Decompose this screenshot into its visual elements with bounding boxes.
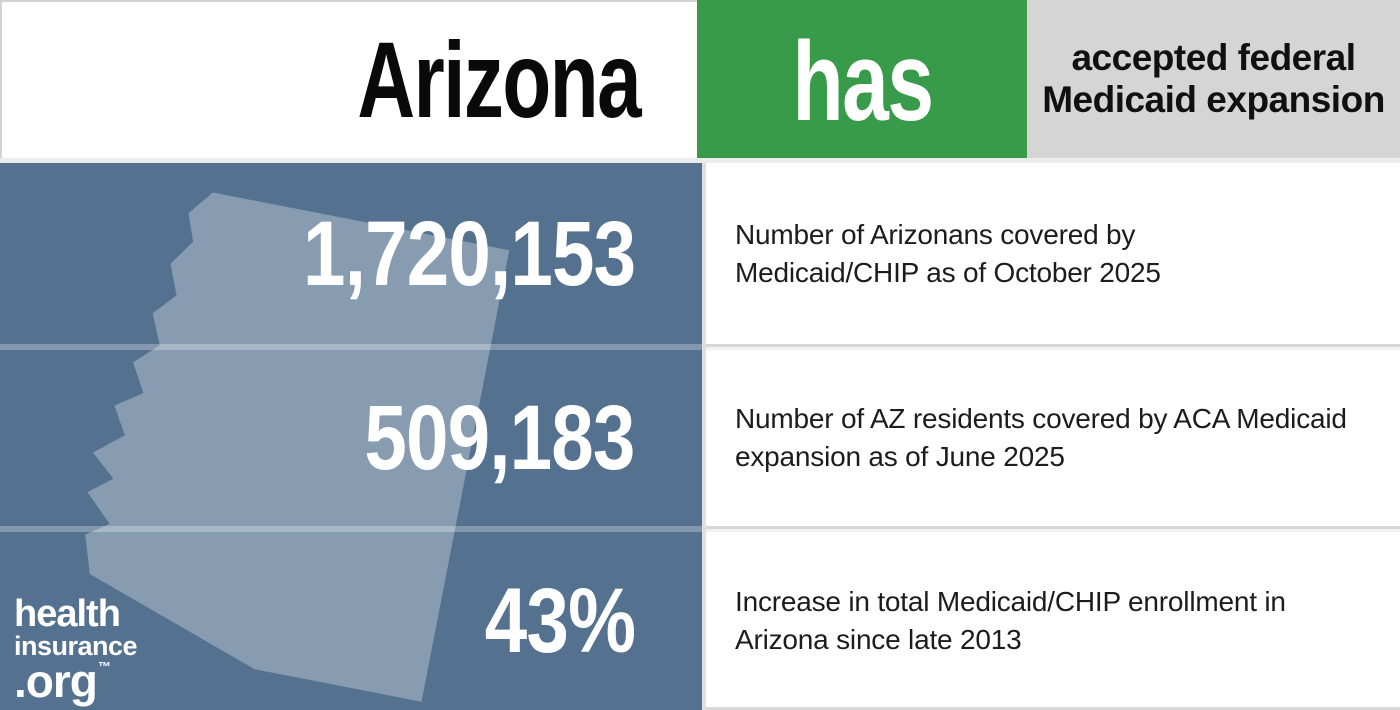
brand-logo: health insurance .org™ bbox=[14, 592, 138, 704]
arizona-state-silhouette-icon bbox=[85, 192, 510, 702]
fact-text-line: expansion as of June 2025 bbox=[735, 441, 1065, 472]
column-divider bbox=[702, 163, 706, 710]
stat-rows: 1,720,153 509,183 43% bbox=[0, 163, 702, 710]
verb-text: has bbox=[791, 19, 934, 144]
logo-org-line: .org™ bbox=[14, 658, 137, 704]
logo-org-text: .org bbox=[14, 654, 98, 707]
stat-row: 509,183 bbox=[0, 350, 702, 526]
fact-text-line: Arizona since late 2013 bbox=[735, 624, 1022, 655]
state-map-panel: 1,720,153 509,183 43% health insurance .… bbox=[0, 163, 702, 710]
header-status-cell: accepted federal Medicaid expansion bbox=[1027, 0, 1400, 158]
logo-health-text: health bbox=[14, 592, 121, 635]
state-name-text: Arizona bbox=[357, 19, 641, 140]
trademark-symbol: ™ bbox=[97, 658, 111, 674]
header-divider bbox=[0, 158, 1400, 163]
fact-text-line: Number of AZ residents covered by ACA Me… bbox=[735, 403, 1347, 434]
fact-text-line: Number of Arizonans covered by bbox=[735, 218, 1136, 250]
main-content: 1,720,153 509,183 43% health insurance .… bbox=[0, 163, 1400, 710]
fact-row: Increase in total Medicaid/CHIP enrollme… bbox=[706, 532, 1400, 710]
fact-text-line: Medicaid/CHIP as of October 2025 bbox=[735, 256, 1161, 288]
facts-panel: Number of Arizonans covered by Medicaid/… bbox=[706, 163, 1400, 710]
logo-insurance-text: insurance bbox=[14, 630, 138, 661]
header-state-cell: Arizona bbox=[0, 0, 697, 158]
header-band: Arizona has accepted federal Medicaid ex… bbox=[0, 0, 1400, 158]
stat-row: 1,720,153 bbox=[0, 163, 702, 344]
row-divider bbox=[706, 526, 1400, 532]
stat-value-increase-percent: 43% bbox=[484, 570, 636, 672]
header-verb-cell: has bbox=[697, 0, 1027, 158]
fact-text-line: Increase in total Medicaid/CHIP enrollme… bbox=[735, 586, 1286, 617]
status-line-1: accepted federal bbox=[1071, 36, 1356, 78]
stat-value-expansion: 509,183 bbox=[364, 387, 636, 489]
stat-row: 43% bbox=[0, 532, 702, 710]
fact-row: Number of AZ residents covered by ACA Me… bbox=[706, 350, 1400, 526]
fact-row: Number of Arizonans covered by Medicaid/… bbox=[706, 163, 1400, 344]
row-divider bbox=[0, 344, 702, 350]
row-divider bbox=[706, 344, 1400, 350]
stat-value-medicaid-chip: 1,720,153 bbox=[302, 202, 636, 305]
status-line-2: Medicaid expansion bbox=[1042, 79, 1385, 120]
row-divider bbox=[0, 526, 702, 532]
